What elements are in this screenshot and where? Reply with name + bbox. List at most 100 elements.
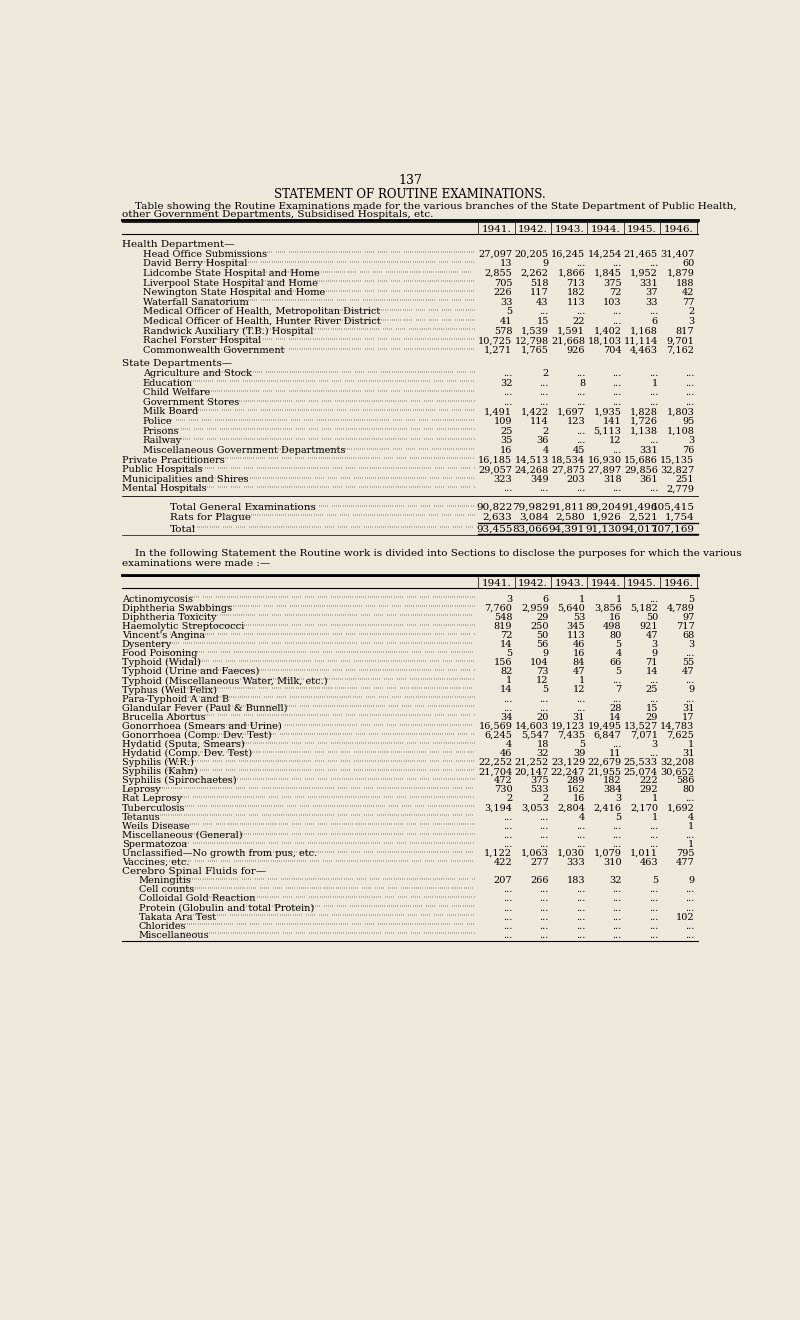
- Text: ...: ...: [612, 484, 622, 494]
- Text: ...: ...: [539, 388, 549, 397]
- Text: 11: 11: [609, 748, 622, 758]
- Text: ...: ...: [612, 903, 622, 912]
- Text: 12,798: 12,798: [514, 337, 549, 346]
- Text: 9: 9: [688, 876, 694, 886]
- Text: 66: 66: [610, 659, 622, 667]
- Text: 141: 141: [603, 417, 622, 426]
- Text: 578: 578: [494, 326, 512, 335]
- Text: Rat Leprosy: Rat Leprosy: [122, 795, 182, 804]
- Text: ...: ...: [503, 397, 512, 407]
- Text: Vaccines, etc.: Vaccines, etc.: [122, 858, 189, 867]
- Text: ...: ...: [649, 822, 658, 830]
- Text: ...: ...: [503, 822, 512, 830]
- Text: 323: 323: [494, 475, 512, 484]
- Text: 3: 3: [688, 640, 694, 649]
- Text: 32: 32: [500, 379, 512, 388]
- Text: ...: ...: [539, 813, 549, 821]
- Text: 2,804: 2,804: [558, 804, 585, 813]
- Text: 1941.: 1941.: [482, 579, 511, 589]
- Text: 90,822: 90,822: [476, 503, 512, 512]
- Text: Medical Officer of Health, Metropolitan District: Medical Officer of Health, Metropolitan …: [142, 308, 380, 317]
- Text: ...: ...: [612, 370, 622, 378]
- Text: 46: 46: [573, 640, 585, 649]
- Text: 3: 3: [652, 741, 658, 748]
- Text: 349: 349: [530, 475, 549, 484]
- Text: ...: ...: [649, 931, 658, 940]
- Text: 182: 182: [566, 288, 585, 297]
- Text: 25,533: 25,533: [624, 758, 658, 767]
- Text: ...: ...: [649, 437, 658, 445]
- Text: 1,271: 1,271: [484, 346, 512, 355]
- Text: ...: ...: [576, 903, 585, 912]
- Text: 14: 14: [500, 685, 512, 694]
- Text: ...: ...: [612, 830, 622, 840]
- Text: 5: 5: [579, 741, 585, 748]
- Text: 2,416: 2,416: [594, 804, 622, 813]
- Text: 29: 29: [536, 612, 549, 622]
- Text: 203: 203: [566, 475, 585, 484]
- Text: 31: 31: [573, 713, 585, 722]
- Text: 2,855: 2,855: [485, 269, 512, 279]
- Text: 45: 45: [573, 446, 585, 455]
- Text: 31: 31: [682, 704, 694, 713]
- Text: 1,726: 1,726: [630, 417, 658, 426]
- Text: 331: 331: [639, 446, 658, 455]
- Text: 25: 25: [500, 426, 512, 436]
- Text: ...: ...: [649, 895, 658, 903]
- Text: ...: ...: [649, 484, 658, 494]
- Text: 2: 2: [542, 370, 549, 378]
- Text: Syphilis (Spirochaetes): Syphilis (Spirochaetes): [122, 776, 236, 785]
- Text: ...: ...: [649, 903, 658, 912]
- Text: 292: 292: [639, 785, 658, 795]
- Text: 1,591: 1,591: [558, 326, 585, 335]
- Text: 46: 46: [500, 748, 512, 758]
- Text: 1,935: 1,935: [594, 408, 622, 417]
- Text: Chlorides: Chlorides: [138, 921, 186, 931]
- Text: 18: 18: [536, 741, 549, 748]
- Text: Diphtheria Swabbings: Diphtheria Swabbings: [122, 603, 232, 612]
- Text: ...: ...: [685, 397, 694, 407]
- Text: 1945.: 1945.: [627, 579, 657, 589]
- Text: ...: ...: [685, 676, 694, 685]
- Text: 22,247: 22,247: [550, 767, 585, 776]
- Text: 113: 113: [566, 631, 585, 640]
- Text: 7,071: 7,071: [630, 731, 658, 741]
- Text: ...: ...: [649, 308, 658, 317]
- Text: 31: 31: [682, 748, 694, 758]
- Text: ...: ...: [685, 830, 694, 840]
- Text: 72: 72: [500, 631, 512, 640]
- Text: ...: ...: [612, 694, 622, 704]
- Text: 463: 463: [639, 858, 658, 867]
- Text: 27,097: 27,097: [478, 249, 512, 259]
- Text: 3,194: 3,194: [484, 804, 512, 813]
- Text: Para-Typhoid A and B: Para-Typhoid A and B: [122, 694, 229, 704]
- Text: ...: ...: [612, 840, 622, 849]
- Text: 1,952: 1,952: [630, 269, 658, 279]
- Text: 22,252: 22,252: [478, 758, 512, 767]
- Text: Brucella Abortus: Brucella Abortus: [122, 713, 206, 722]
- Text: 80: 80: [610, 631, 622, 640]
- Text: 5,182: 5,182: [630, 603, 658, 612]
- Text: STATEMENT OF ROUTINE EXAMINATIONS.: STATEMENT OF ROUTINE EXAMINATIONS.: [274, 187, 546, 201]
- Text: 3: 3: [615, 795, 622, 804]
- Text: 1: 1: [652, 795, 658, 804]
- Text: 2,779: 2,779: [666, 484, 694, 494]
- Text: ...: ...: [539, 912, 549, 921]
- Text: 2,580: 2,580: [555, 512, 585, 521]
- Text: 1,845: 1,845: [594, 269, 622, 279]
- Text: Miscellaneous Government Departments: Miscellaneous Government Departments: [142, 446, 345, 455]
- Text: 102: 102: [676, 912, 694, 921]
- Text: ...: ...: [576, 822, 585, 830]
- Text: ...: ...: [539, 921, 549, 931]
- Text: 71: 71: [646, 659, 658, 667]
- Text: 24,268: 24,268: [514, 465, 549, 474]
- Text: 4: 4: [615, 649, 622, 659]
- Text: 21,955: 21,955: [587, 767, 622, 776]
- Text: 89,204: 89,204: [586, 503, 622, 512]
- Text: 15: 15: [646, 704, 658, 713]
- Text: 7,625: 7,625: [666, 731, 694, 741]
- Text: ...: ...: [612, 741, 622, 748]
- Text: 183: 183: [566, 876, 585, 886]
- Text: ...: ...: [539, 694, 549, 704]
- Text: ...: ...: [612, 912, 622, 921]
